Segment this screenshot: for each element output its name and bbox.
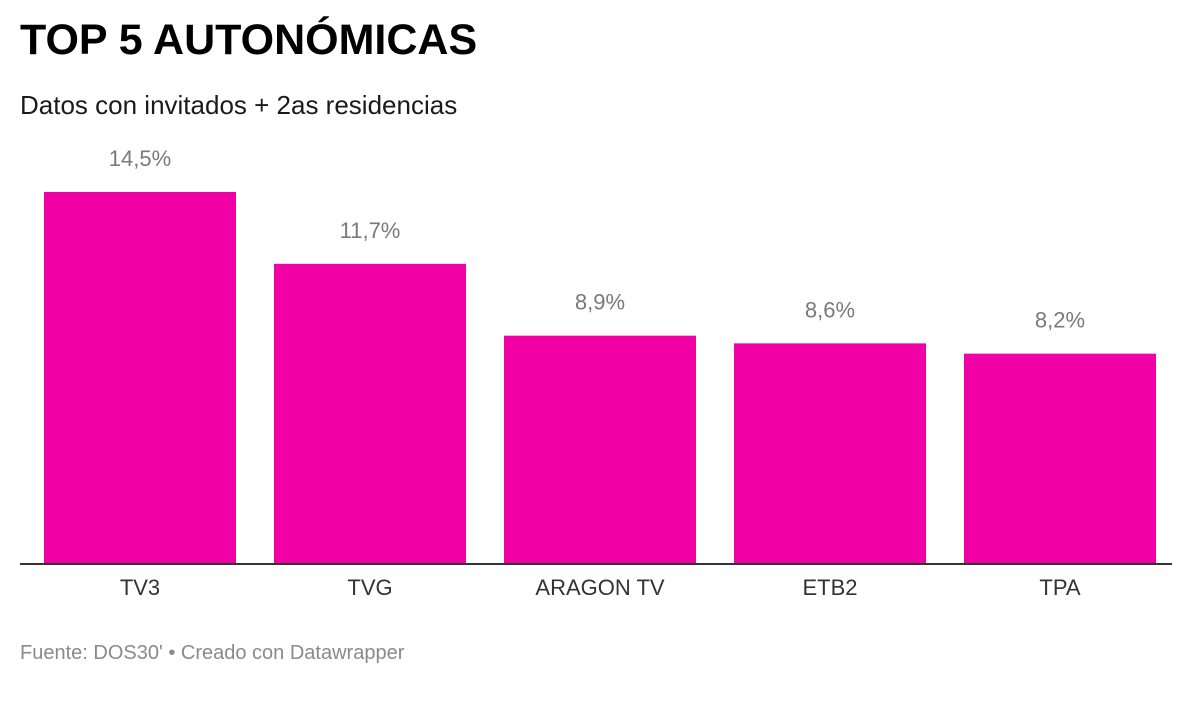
value-label: 8,9% — [575, 290, 625, 315]
bar-tvg — [274, 263, 466, 564]
value-label: 8,6% — [805, 297, 855, 322]
source-credit: Fuente: DOS30' • Creado con Datawrapper — [20, 642, 405, 664]
bar-etb2 — [734, 343, 926, 564]
category-label: TPA — [1039, 575, 1080, 600]
bar-aragon-tv — [504, 335, 696, 564]
value-label: 14,5% — [109, 146, 171, 171]
bar-tpa — [964, 353, 1156, 564]
value-label: 8,2% — [1035, 308, 1085, 333]
category-label: TV3 — [120, 575, 160, 600]
value-label: 11,7% — [340, 218, 401, 243]
bar-tv3 — [44, 192, 236, 564]
category-label: ARAGON TV — [535, 575, 665, 600]
category-label: ETB2 — [802, 575, 857, 600]
category-label: TVG — [347, 575, 392, 600]
chart-title: TOP 5 AUTONÓMICAS — [20, 16, 478, 64]
chart-subtitle: Datos con invitados + 2as residencias — [20, 90, 458, 120]
